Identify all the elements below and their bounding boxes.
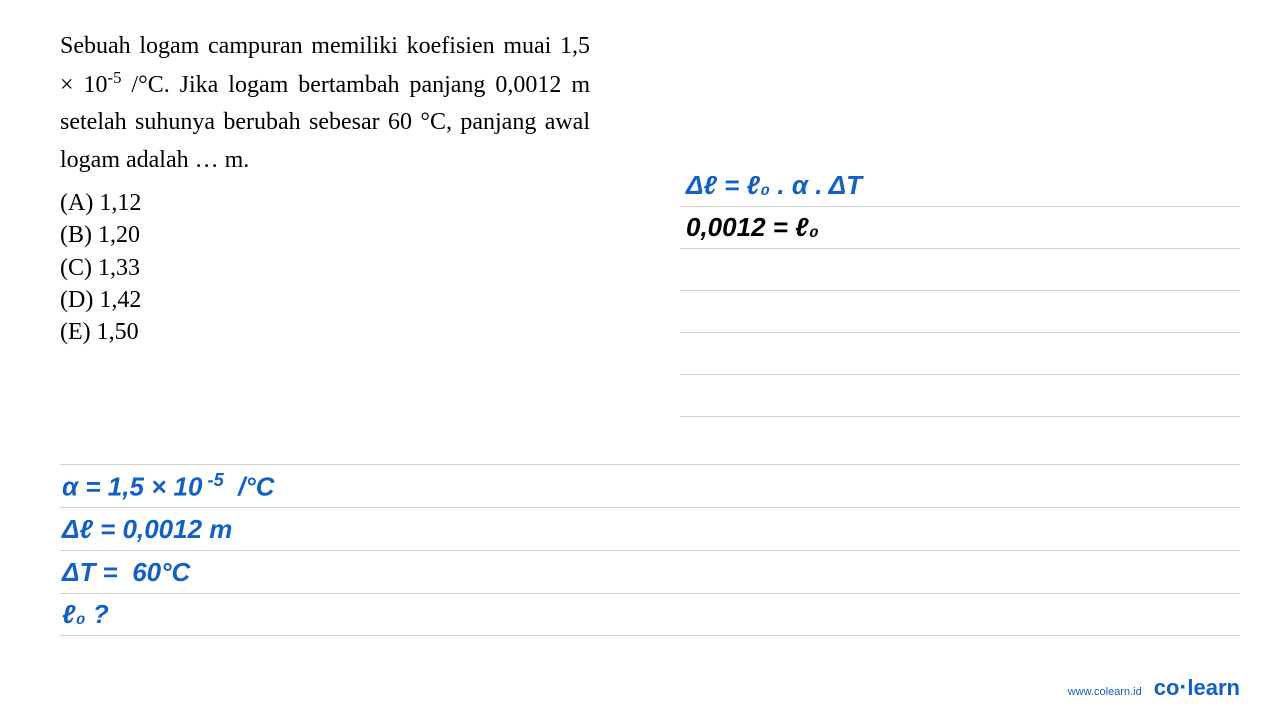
- footer-url: www.colearn.id: [1068, 686, 1142, 698]
- hw-right-line: Δℓ = ℓ₀ . α . ΔT: [680, 165, 1240, 207]
- hw-right-line: [680, 375, 1240, 417]
- hw-right-line: [680, 249, 1240, 291]
- hw-value: 0,0012 = ℓ₀: [686, 212, 819, 243]
- hw-delta-t: ΔT = 60°C: [62, 557, 190, 588]
- logo-co: co: [1154, 675, 1180, 700]
- hw-formula: Δℓ = ℓ₀ . α . ΔT: [686, 170, 862, 201]
- hw-right-line: 0,0012 = ℓ₀: [680, 207, 1240, 249]
- hw-bottom-line: Δℓ = 0,0012 m: [60, 507, 1240, 550]
- hw-right-line: [680, 333, 1240, 375]
- footer: www.colearn.id co·learn: [1068, 674, 1240, 702]
- option-a: (A) 1,12: [60, 187, 590, 219]
- hw-bottom-line: ℓ₀ ?: [60, 593, 1240, 636]
- hw-delta-l: Δℓ = 0,0012 m: [62, 514, 232, 545]
- options-list: (A) 1,12 (B) 1,20 (C) 1,33 (D) 1,42 (E) …: [60, 187, 590, 349]
- hw-bottom-line: ΔT = 60°C: [60, 550, 1240, 593]
- option-d: (D) 1,42: [60, 284, 590, 316]
- handwriting-right-area: Δℓ = ℓ₀ . α . ΔT 0,0012 = ℓ₀: [680, 165, 1240, 417]
- option-c: (C) 1,33: [60, 252, 590, 284]
- question-area: Sebuah logam campuran memiliki koefisien…: [60, 28, 590, 349]
- logo-learn: learn: [1187, 675, 1240, 700]
- footer-logo: co·learn: [1154, 674, 1240, 702]
- hw-right-line: [680, 291, 1240, 333]
- hw-alpha: α = 1,5 × 10 -5 /°C: [62, 470, 275, 503]
- hw-l0: ℓ₀ ?: [62, 599, 109, 630]
- option-b: (B) 1,20: [60, 219, 590, 251]
- handwriting-bottom-area: α = 1,5 × 10 -5 /°C Δℓ = 0,0012 m ΔT = 6…: [60, 464, 1240, 636]
- question-text: Sebuah logam campuran memiliki koefisien…: [60, 28, 590, 179]
- option-e: (E) 1,50: [60, 316, 590, 348]
- hw-bottom-line: α = 1,5 × 10 -5 /°C: [60, 464, 1240, 507]
